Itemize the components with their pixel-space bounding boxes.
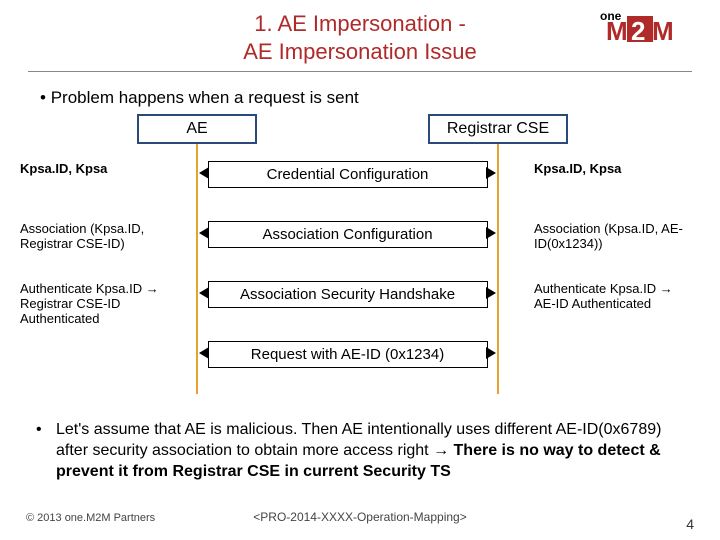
title-line1: 1. AE Impersonation - (254, 11, 466, 36)
onem2m-logo: one M 2 M (594, 8, 684, 46)
arrow-left-icon (199, 347, 209, 359)
flow-box: Association Configuration (208, 221, 488, 248)
arrow-right-icon (486, 167, 496, 179)
arrow-left-icon (199, 287, 209, 299)
doc-ref: <PRO-2014-XXXX-Operation-Mapping> (0, 510, 720, 524)
flow-box: Association Security Handshake (208, 281, 488, 308)
arrow-left-icon (199, 167, 209, 179)
flow-box: Request with AE-ID (0x1234) (208, 341, 488, 368)
arrow-left-icon (199, 227, 209, 239)
note-right: Kpsa.ID, Kpsa (534, 161, 689, 176)
page-number: 4 (686, 516, 694, 532)
svg-text:2: 2 (631, 16, 645, 46)
note-left: Kpsa.ID, Kpsa (20, 161, 170, 176)
arrow-right-icon (486, 287, 496, 299)
title-area: 1. AE Impersonation - AE Impersonation I… (0, 0, 720, 78)
problem-text: Problem happens when a request is sent (51, 88, 359, 107)
problem-bullet: Problem happens when a request is sent (0, 78, 720, 114)
lifeline-ae (196, 144, 198, 394)
note-left: Association (Kpsa.ID, Registrar CSE-ID) (20, 221, 170, 251)
arrow-right-icon (486, 347, 496, 359)
lifeline-cse (497, 144, 499, 394)
arrow-right-icon (486, 227, 496, 239)
flow-box: Credential Configuration (208, 161, 488, 188)
note-right: Authenticate Kpsa.ID → AE-ID Authenticat… (534, 281, 689, 311)
svg-text:M: M (652, 16, 674, 46)
entity-ae: AE (137, 114, 257, 144)
note-left: Authenticate Kpsa.ID → Registrar CSE-ID … (20, 281, 170, 326)
note-right: Association (Kpsa.ID, AE-ID(0x1234)) (534, 221, 689, 251)
title-underline (28, 71, 692, 72)
entity-registrar-cse: Registrar CSE (428, 114, 568, 144)
assumption-bullet: Let's assume that AE is malicious. Then … (0, 414, 720, 482)
svg-text:M: M (606, 16, 628, 46)
sequence-diagram: AE Registrar CSE Credential Configuration K… (0, 114, 720, 414)
title-line2: AE Impersonation Issue (243, 39, 477, 64)
